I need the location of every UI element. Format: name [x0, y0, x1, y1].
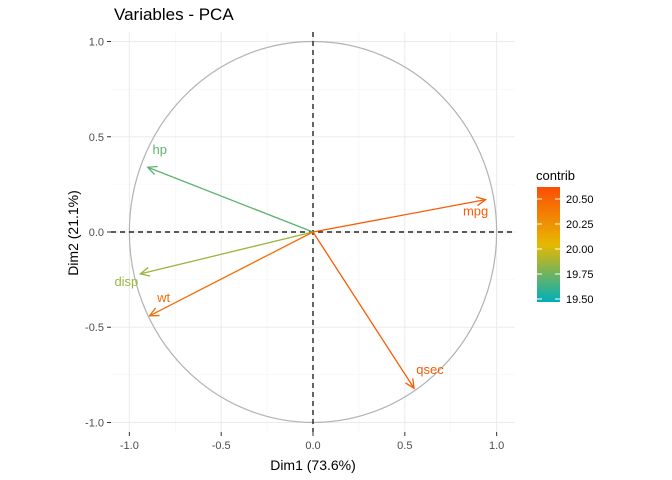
- y-tick-label: 1.0: [89, 37, 104, 49]
- x-axis-ticks: -1.0 -0.5 0.0 0.5 1.0: [120, 432, 504, 452]
- x-tick-label: 0.0: [305, 440, 320, 452]
- label-hp: hp: [152, 142, 166, 157]
- y-tick-label: 0.0: [89, 227, 104, 239]
- legend: contrib 20.50 20.25 20.00 19.75 19.50: [536, 168, 594, 306]
- arrow-qsec: [312, 231, 415, 389]
- x-axis-title: Dim1 (73.6%): [270, 457, 356, 473]
- label-qsec: qsec: [416, 362, 444, 377]
- legend-ticks: 20.50 20.25 20.00 19.75 19.50: [537, 194, 594, 306]
- arrow-hp: [147, 166, 314, 233]
- legend-colorbar: [537, 187, 560, 302]
- label-disp: disp: [114, 274, 138, 289]
- legend-tick-label: 20.25: [566, 219, 594, 231]
- y-axis-title: Dim2 (21.1%): [65, 190, 81, 276]
- y-tick-label: 0.5: [89, 132, 104, 144]
- arrowhead-wt: [148, 307, 160, 317]
- arrow-mpg: [312, 198, 486, 233]
- legend-tick-label: 20.50: [566, 194, 594, 206]
- arrowhead-disp: [138, 267, 151, 277]
- variable-arrows: [138, 165, 488, 390]
- arrowhead-hp: [146, 165, 158, 176]
- x-tick-label: 1.0: [489, 440, 504, 452]
- label-mpg: mpg: [463, 204, 488, 219]
- x-tick-label: -0.5: [212, 440, 231, 452]
- y-tick-label: -0.5: [85, 322, 104, 334]
- arrowhead-qsec: [405, 378, 415, 390]
- arrowhead-mpg: [475, 196, 488, 207]
- chart-title: Variables - PCA: [114, 5, 234, 24]
- legend-tick-label: 19.50: [566, 294, 594, 306]
- x-tick-label: 0.5: [397, 440, 412, 452]
- x-tick-label: -1.0: [120, 440, 139, 452]
- arrow-wt: [149, 231, 314, 317]
- plot-panel: mpg hp disp wt qsec: [111, 32, 515, 432]
- label-wt: wt: [156, 290, 170, 305]
- variable-labels: mpg hp disp wt qsec: [114, 142, 488, 377]
- arrow-disp: [140, 231, 314, 275]
- legend-title: contrib: [536, 168, 575, 183]
- legend-tick-label: 20.00: [566, 244, 594, 256]
- legend-tick-label: 19.75: [566, 269, 594, 281]
- y-axis-ticks: -1.0 -0.5 0.0 0.5 1.0: [85, 37, 111, 429]
- y-tick-label: -1.0: [85, 417, 104, 429]
